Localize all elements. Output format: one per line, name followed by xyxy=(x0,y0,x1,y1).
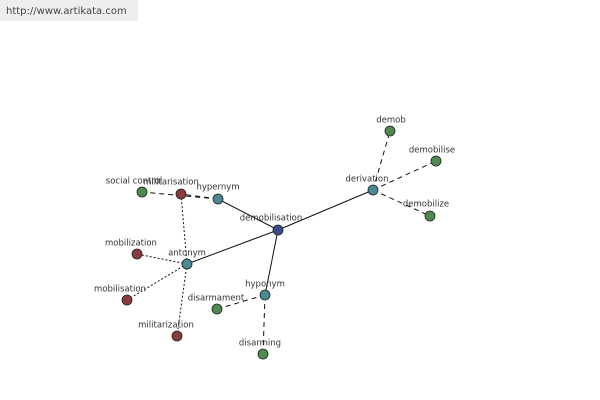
node xyxy=(424,210,436,222)
edge xyxy=(372,189,431,217)
node-label: demobilize xyxy=(403,200,449,210)
node xyxy=(259,289,271,301)
edge xyxy=(372,160,437,191)
node-label: demobilise xyxy=(409,146,455,156)
edge xyxy=(136,253,188,265)
node xyxy=(171,330,183,342)
node xyxy=(211,303,223,315)
node xyxy=(175,188,187,200)
node-label: demob xyxy=(376,116,406,126)
edges xyxy=(126,130,437,355)
node-label: militarization xyxy=(138,321,194,331)
node xyxy=(136,186,148,198)
node xyxy=(212,193,224,205)
node-label: disarmament xyxy=(188,294,245,304)
node xyxy=(181,258,193,270)
edge xyxy=(277,189,374,231)
node xyxy=(384,125,396,137)
edge xyxy=(217,198,279,231)
node-label: hyponym xyxy=(245,280,285,290)
watermark-box xyxy=(0,0,138,21)
node xyxy=(272,224,284,236)
edge xyxy=(180,193,219,200)
node xyxy=(367,184,379,196)
edge xyxy=(176,263,188,337)
node-label: mobilisation xyxy=(94,285,146,295)
node-label: demobilisation xyxy=(240,214,303,224)
edge xyxy=(264,229,279,296)
node xyxy=(121,294,133,306)
nodes: demobilisation derivation hypernym antonym h… xyxy=(94,116,455,360)
node-label: hypernym xyxy=(196,183,239,193)
node xyxy=(257,348,269,360)
node xyxy=(430,155,442,167)
edge xyxy=(262,294,266,355)
node-label: derivation xyxy=(345,175,388,185)
node-label: mobilization xyxy=(105,239,157,249)
edge xyxy=(372,130,391,191)
node-label: militarisation xyxy=(143,178,199,188)
node-label: disarming xyxy=(239,339,281,349)
node-label: antonym xyxy=(168,249,206,259)
watermark: http://www.artikata.com xyxy=(6,6,127,17)
edge xyxy=(186,229,279,265)
node-label: social control xyxy=(106,177,162,187)
node xyxy=(131,248,143,260)
